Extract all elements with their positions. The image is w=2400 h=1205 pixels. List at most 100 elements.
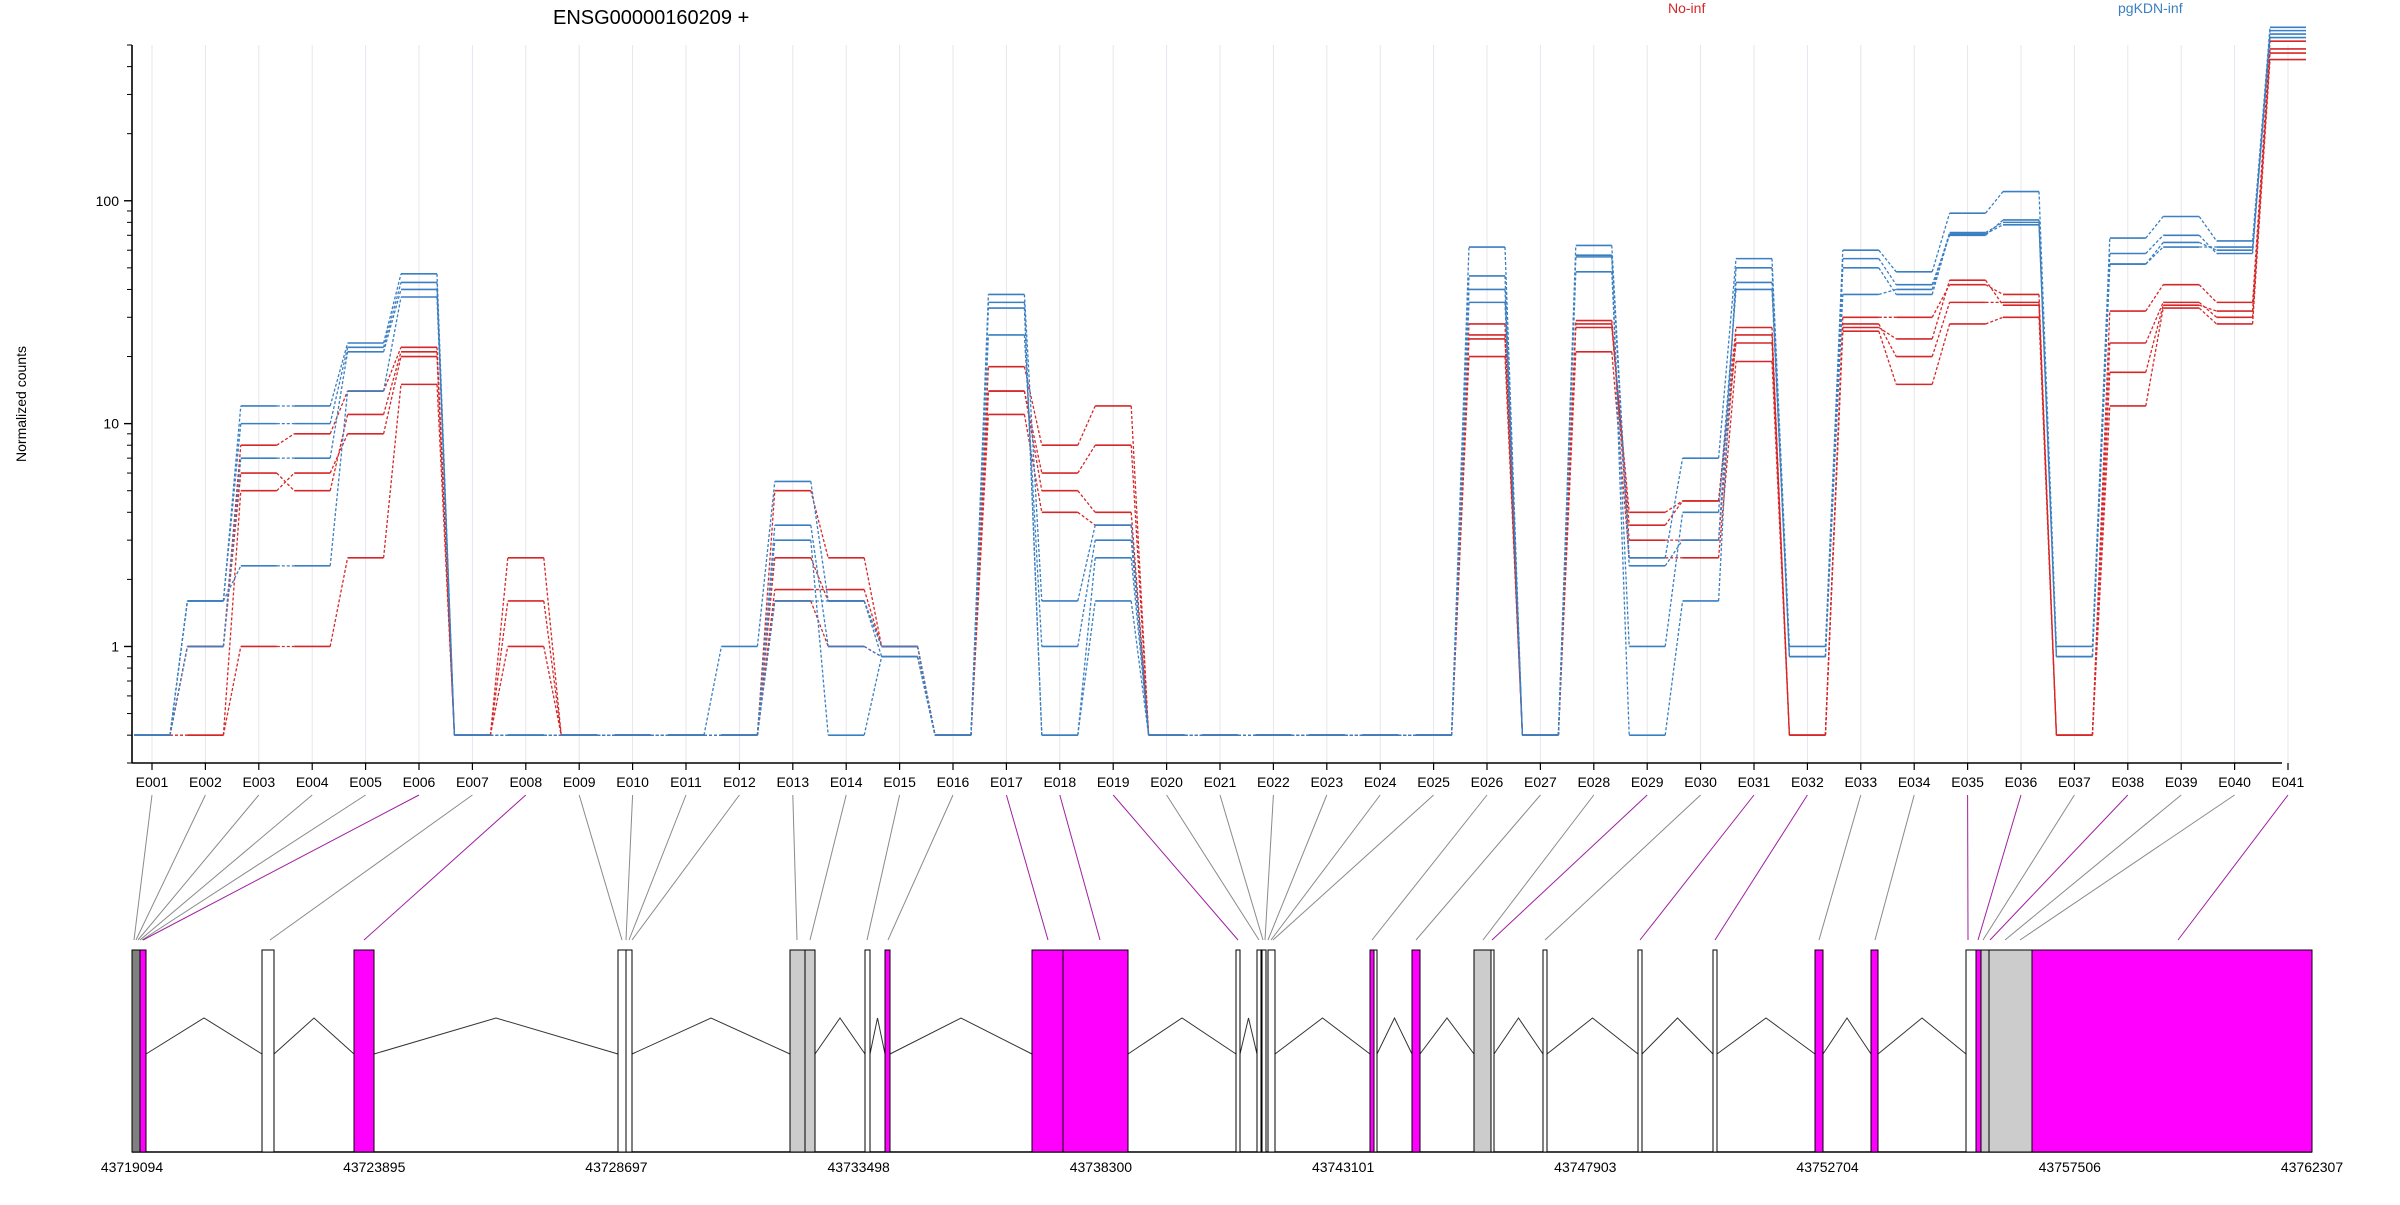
gene-exon-box-22 [1543,950,1547,1152]
connector-e036 [1978,795,2021,940]
connector-e035 [1986,192,2003,214]
coordinate-label-9: 43757506 [2039,1159,2102,1175]
connector-e018 [1060,795,1100,940]
exon-connector-lines [134,795,2288,940]
connector-e030 [1719,362,1736,558]
connector-e010 [626,795,633,940]
connector-e001 [170,601,187,735]
connector-e019 [1113,795,1238,940]
connector-e019 [1131,558,1148,735]
connector-e015 [918,657,935,735]
connector-e014 [864,558,881,647]
connector-e032 [1715,795,1807,940]
x-tick-label-e022: E022 [1257,774,1290,790]
connector-e035 [1986,317,2003,324]
y-axis-label: Normalized counts [13,346,29,462]
x-tick-label-e015: E015 [883,774,916,790]
gene-exon-box-7 [790,950,805,1152]
connector-e002 [223,424,240,601]
connector-e032 [1825,327,1842,735]
x-tick-label-e008: E008 [509,774,542,790]
connector-e005 [384,384,401,557]
connector-e040 [2253,27,2270,241]
gene-exon-box-20 [1474,950,1491,1152]
connector-e002 [223,491,240,735]
x-tick-label-e007: E007 [456,774,489,790]
gene-exon-box-29 [1981,950,1989,1152]
intron-line-18 [1377,1018,1412,1054]
connector-e005 [384,352,401,415]
connector-e031 [1640,795,1754,940]
gene-exon-box-25 [1815,950,1823,1152]
x-tick-label-e033: E033 [1844,774,1877,790]
connector-e014 [864,646,881,656]
gene-exon-box-4 [354,950,374,1152]
x-tick-label-e026: E026 [1471,774,1504,790]
connector-e013 [811,558,828,601]
x-tick-label-e016: E016 [937,774,970,790]
legend-entry-pgkdn-inf: pgKDN-inf [2118,0,2183,16]
connector-e008 [544,646,561,735]
gene-exon-box-12 [1063,950,1128,1152]
x-tick-label-e006: E006 [403,774,436,790]
coordinate-label-7: 43747903 [1554,1159,1617,1175]
connector-e016 [971,302,988,735]
connector-e018 [1078,558,1095,735]
connector-e019 [1131,601,1148,735]
connector-e018 [1078,445,1095,473]
y-tick-label: 1 [111,638,119,654]
connector-e002 [136,795,205,940]
gene-exon-box-23 [1638,950,1642,1152]
connector-e029 [1492,795,1647,940]
connector-e008 [544,601,561,735]
gene-exon-box-11 [1032,950,1063,1152]
x-tick-label-e021: E021 [1204,774,1237,790]
connector-e007 [490,558,507,735]
connector-e035 [1986,225,2003,234]
connector-e005 [384,289,401,351]
x-tick-label-e014: E014 [830,774,863,790]
gene-exon-box-13 [1236,950,1240,1152]
connector-e007 [490,646,507,735]
connector-e038 [2146,216,2163,238]
connector-e032 [1825,268,1842,657]
intron-line-8 [815,1018,865,1054]
intron-line-10 [890,1018,1032,1054]
gene-exon-box-21 [1491,950,1494,1152]
connector-e038 [2146,235,2163,253]
connector-e011 [704,646,721,735]
gene-exon-box-6 [626,950,632,1152]
connector-e037 [2092,372,2109,735]
connector-e014 [810,795,846,940]
connector-e008 [364,795,526,940]
gene-exon-box-9 [865,950,870,1152]
x-tick-label-e011: E011 [670,774,702,790]
connector-e037 [2092,343,2109,735]
intron-line-6 [632,1018,790,1054]
connector-e014 [864,657,881,735]
connector-e007 [490,601,507,735]
connector-e038 [2146,242,2163,264]
connector-e029 [1665,501,1682,525]
x-tick-label-e017: E017 [990,774,1023,790]
intron-line-23 [1642,1018,1713,1054]
y-tick-label: 10 [103,416,119,432]
connector-e028 [1612,255,1629,566]
connector-e038 [2146,285,2163,311]
x-tick-label-e036: E036 [2005,774,2038,790]
x-tick-label-e032: E032 [1791,774,1824,790]
coordinate-label-10: 43762307 [2281,1159,2344,1175]
x-tick-label-e037: E037 [2058,774,2091,790]
x-tick-label-e004: E004 [296,774,329,790]
gene-exon-box-28 [1976,950,1981,1152]
connector-e027 [1416,795,1540,940]
gene-exon-box-8 [805,950,815,1152]
connector-e030 [1545,795,1701,940]
gene-exon-box-19 [1412,950,1420,1152]
intron-line-9 [870,1018,885,1054]
coordinate-label-4: 43733498 [828,1159,891,1175]
connector-e025 [1452,247,1469,735]
connector-e003 [277,434,294,445]
